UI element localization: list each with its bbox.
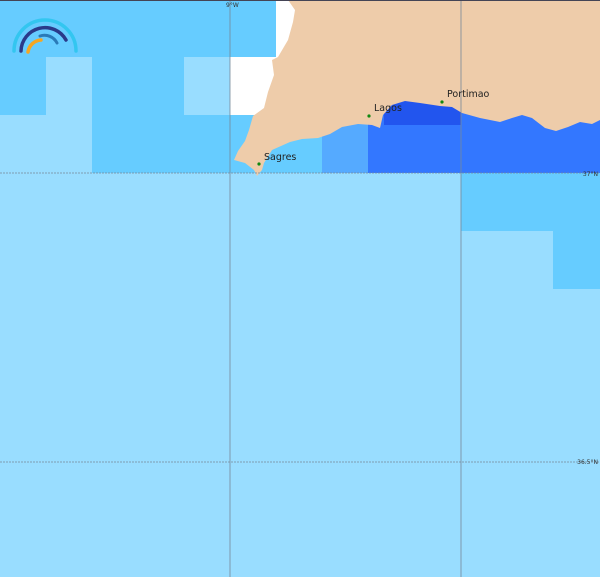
sea-cell-mid: [461, 173, 600, 231]
lat-label: 36.5°N: [577, 459, 598, 466]
sea-cell-light: [46, 57, 92, 173]
place-label-sagres: Sagres: [264, 152, 296, 163]
place-marker-portimao[interactable]: [440, 100, 444, 104]
sea-cell-mid: [553, 231, 600, 289]
place-label-lagos: Lagos: [374, 103, 402, 114]
place-marker-sagres[interactable]: [257, 162, 261, 166]
lon-label: 9°W: [226, 2, 239, 9]
sea-cell-light: [184, 57, 230, 115]
logo-icon: [12, 18, 78, 54]
place-marker-lagos[interactable]: [367, 114, 371, 118]
lat-label: 37°N: [583, 171, 598, 178]
land: [234, 0, 600, 176]
place-label-portimao: Portimao: [447, 89, 490, 100]
sea-cell-light: [0, 115, 46, 173]
